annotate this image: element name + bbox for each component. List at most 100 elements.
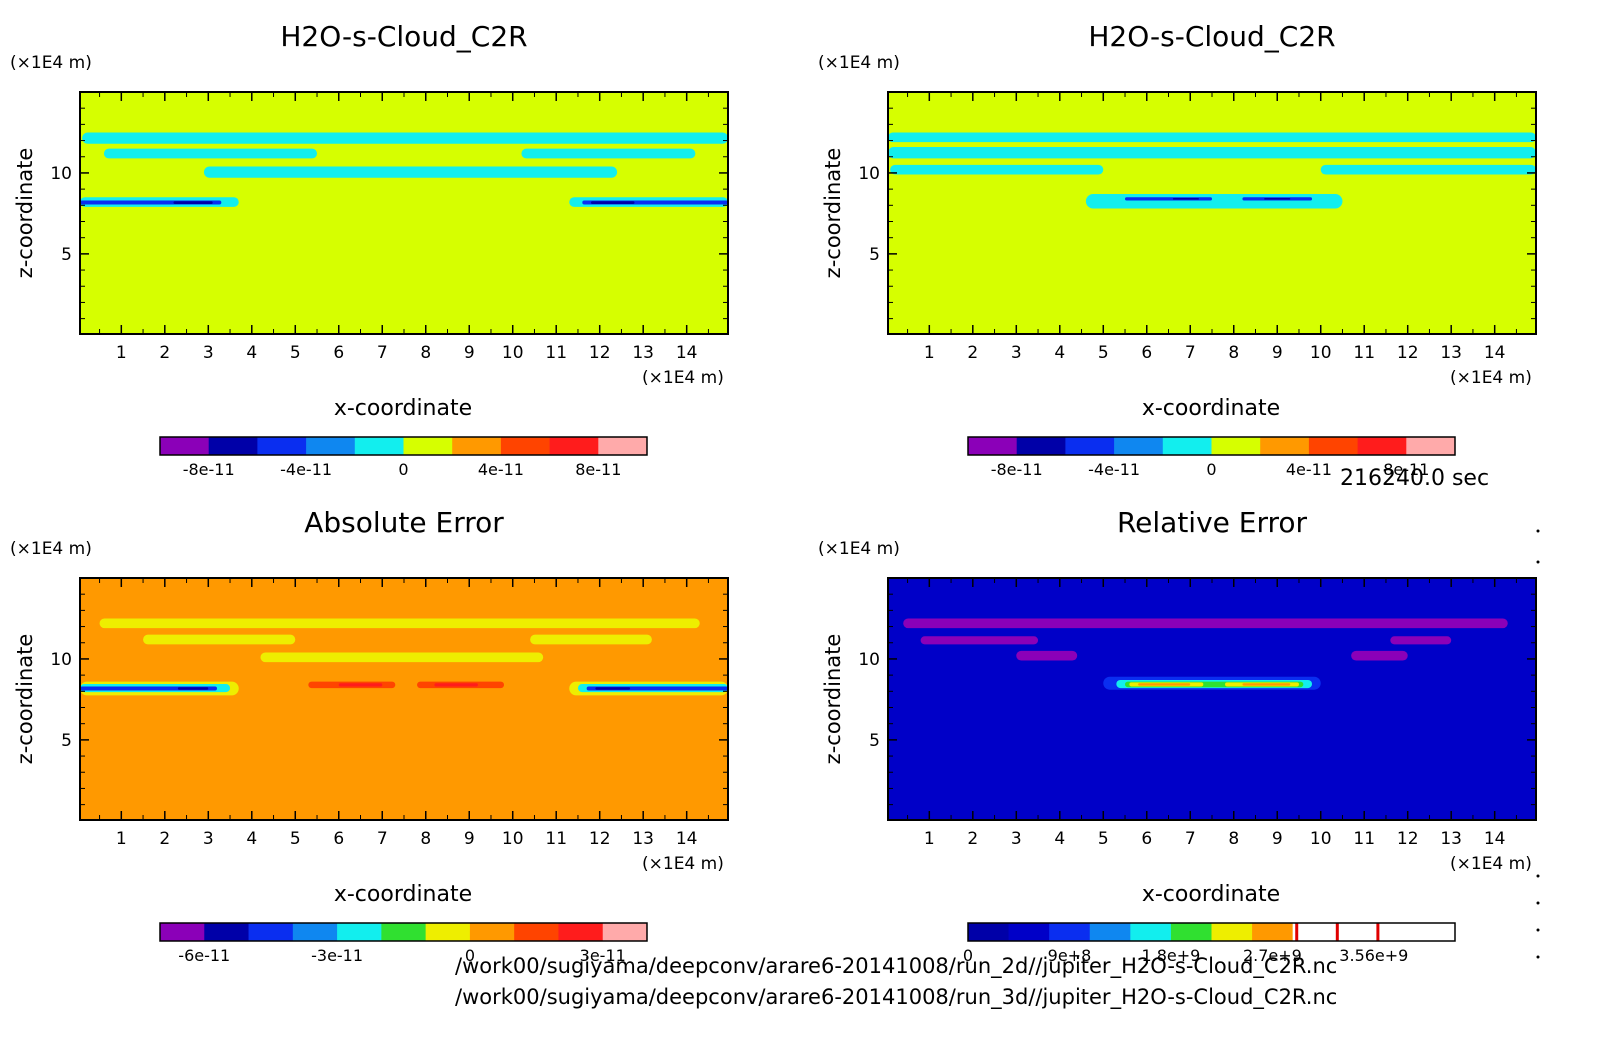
time-label: 216240.0 sec xyxy=(1340,466,1490,491)
panel-4-x-tick-label-11: 11 xyxy=(1353,829,1375,849)
panel-3-x-tick-label-6: 6 xyxy=(333,829,344,849)
panel-1-colorbar-label-1: -4e-11 xyxy=(280,460,332,479)
panel-2-colorbar-swatch-2 xyxy=(1065,437,1115,455)
panel-2-contour-region-1 xyxy=(888,147,1536,159)
panel-4-colorbar-swatch-9 xyxy=(1333,923,1375,941)
panel-4-field-background xyxy=(888,578,1536,820)
panel-1-x-tick-label-3: 3 xyxy=(203,343,214,363)
panel-2-colorbar-swatch-0 xyxy=(968,437,1018,455)
panel-4-colorbar-swatch-3 xyxy=(1089,923,1131,941)
panel-2-contour-region-7 xyxy=(1172,198,1199,200)
panel-3-colorbar-swatch-4 xyxy=(337,923,382,941)
panel-3-colorbar-label-0: -6e-11 xyxy=(178,946,230,965)
panel-1-colorbar-label-4: 8e-11 xyxy=(575,460,621,479)
panel-1-x-tick-label-12: 12 xyxy=(589,343,611,363)
panel-2-colorbar-label-2: 0 xyxy=(1206,460,1216,479)
panel-4-y-unit: (×1E4 m) xyxy=(818,539,900,559)
edge-dot-2 xyxy=(1536,874,1540,878)
panel-2-colorbar-swatch-1 xyxy=(1016,437,1066,455)
panel-3-x-unit: (×1E4 m) xyxy=(642,854,724,874)
edge-dot-5 xyxy=(1536,955,1540,959)
panel-4-contour-region-0 xyxy=(903,618,1508,629)
panel-3-colorbar-swatch-2 xyxy=(248,923,294,941)
panel-4-x-tick-label-10: 10 xyxy=(1310,829,1332,849)
panel-3-contour-region-1 xyxy=(143,634,296,645)
panel-2-colorbar-swatch-4 xyxy=(1162,437,1212,455)
panel-3-y-label: z-coordinate xyxy=(13,634,37,765)
panel-2-colorbar-swatch-9 xyxy=(1406,437,1456,455)
panel-1-colorbar-swatch-6 xyxy=(452,437,502,455)
panel-2-colorbar-swatch-6 xyxy=(1260,437,1310,455)
panel-3-colorbar-label-3: 3e-11 xyxy=(580,946,626,965)
panel-2-x-tick-label-11: 11 xyxy=(1353,343,1375,363)
panel-1-y-unit: (×1E4 m) xyxy=(10,53,92,73)
panel-4-x-tick-label-2: 2 xyxy=(967,829,978,849)
panel-2-field-background xyxy=(888,92,1536,334)
panel-4-x-tick-label-6: 6 xyxy=(1141,829,1152,849)
panel-1-contour-region-1 xyxy=(103,148,318,159)
panel-3-y-unit: (×1E4 m) xyxy=(10,539,92,559)
panel-3-contour-region-14 xyxy=(338,683,383,687)
panel-3-colorbar-frame xyxy=(159,922,648,942)
panel-3-x-tick-label-5: 5 xyxy=(290,829,301,849)
panel-2-contour-region-0 xyxy=(888,132,1536,143)
panel-4-colorbar-label-2: 1.8e+9 xyxy=(1141,946,1200,965)
panel-2-x-tick-label-3: 3 xyxy=(1011,343,1022,363)
panel-1-y-tick-label-10: 10 xyxy=(50,164,72,184)
panel-3-colorbar-swatch-7 xyxy=(469,923,515,941)
panel-1-y-label: z-coordinate xyxy=(13,148,37,279)
panel-1-y-tick-label-5: 5 xyxy=(61,245,72,265)
panel-2-y-tick-label-10: 10 xyxy=(858,164,880,184)
panel-3-colorbar-swatch-1 xyxy=(204,923,250,941)
panel-3-x-tick-label-11: 11 xyxy=(545,829,567,849)
panel-1-x-unit: (×1E4 m) xyxy=(642,368,724,388)
panel-2-y-tick-label-5: 5 xyxy=(869,245,880,265)
panel-4-colorbar-swatch-0 xyxy=(968,923,1010,941)
panel-3-title: Absolute Error xyxy=(304,506,504,539)
panel-2-x-tick-label-5: 5 xyxy=(1098,343,1109,363)
panel-4-colorbar-swatch-7 xyxy=(1252,923,1294,941)
panel-4-colorbar-label-0: 0 xyxy=(963,946,973,965)
panel-1-colorbar-swatch-7 xyxy=(500,437,551,455)
panel-4-colorbar-swatch-8 xyxy=(1292,923,1334,941)
panel-4-x-unit: (×1E4 m) xyxy=(1450,854,1532,874)
panel-3-field-background xyxy=(80,578,728,820)
panel-2-colorbar-label-0: -8e-11 xyxy=(991,460,1043,479)
panel-2-colorbar-swatch-8 xyxy=(1357,437,1407,455)
panel-3-colorbar-swatch-9 xyxy=(558,923,604,941)
panel-2-x-tick-label-8: 8 xyxy=(1228,343,1239,363)
panel-4-colorbar-swatch-4 xyxy=(1130,923,1172,941)
panel-1-x-tick-label-4: 4 xyxy=(246,343,257,363)
panel-4-x-tick-label-8: 8 xyxy=(1228,829,1239,849)
panel-1-x-tick-label-13: 13 xyxy=(632,343,654,363)
panel-3-x-tick-label-14: 14 xyxy=(676,829,698,849)
panel-1-colorbar-frame xyxy=(159,436,648,456)
panel-1-x-tick-label-14: 14 xyxy=(676,343,698,363)
panel-3-y-tick-label-10: 10 xyxy=(50,650,72,670)
panel-1-colorbar-swatch-0 xyxy=(160,437,210,455)
panel-1-colorbar-swatch-1 xyxy=(208,437,258,455)
panel-4-colorbar-swatch-1 xyxy=(1008,923,1050,941)
panel-4-x-tick-label-5: 5 xyxy=(1098,829,1109,849)
panel-2-x-tick-label-6: 6 xyxy=(1141,343,1152,363)
panel-4-x-tick-label-13: 13 xyxy=(1440,829,1462,849)
panel-1-colorbar-label-3: 4e-11 xyxy=(478,460,524,479)
panel-3-x-tick-label-2: 2 xyxy=(159,829,170,849)
panel-4-y-tick-label-10: 10 xyxy=(858,650,880,670)
panel-2-x-tick-label-9: 9 xyxy=(1272,343,1283,363)
panel-2-x-tick-label-2: 2 xyxy=(967,343,978,363)
panel-3-x-tick-label-4: 4 xyxy=(246,829,257,849)
edge-dot-1 xyxy=(1536,560,1540,564)
panel-4-contour-region-4 xyxy=(1351,650,1408,661)
panel-4-title: Relative Error xyxy=(1117,506,1308,539)
panel-4-colorbar-swatch-10 xyxy=(1373,923,1415,941)
panel-4-x-tick-label-7: 7 xyxy=(1185,829,1196,849)
panel-1-colorbar-label-2: 0 xyxy=(398,460,408,479)
edge-dot-0 xyxy=(1536,529,1540,533)
panel-2-colorbar-label-4: 8e-11 xyxy=(1383,460,1429,479)
panel-1-contour-region-8 xyxy=(173,201,213,205)
panel-4-colorbar-label-3: 2.7e+9 xyxy=(1243,946,1302,965)
panel-1-contour-region-0 xyxy=(82,132,728,144)
panel-3-colorbar-label-2: 0 xyxy=(465,946,475,965)
panel-1-contour-region-2 xyxy=(521,148,696,159)
